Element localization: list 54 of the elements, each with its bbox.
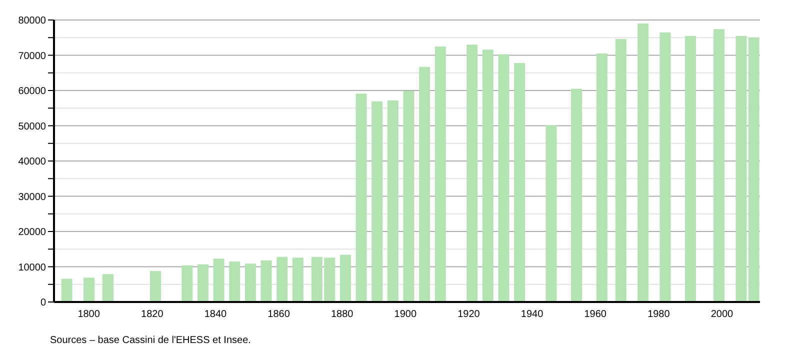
bar <box>83 278 94 302</box>
bar <box>419 66 430 302</box>
bar <box>596 53 608 302</box>
x-tick-label: 1960 <box>584 309 607 320</box>
bar <box>372 101 383 302</box>
y-tick-label: 50000 <box>18 121 46 132</box>
bar <box>244 264 256 302</box>
source-note: Sources – base Cassini de l'EHESS et Insee. <box>50 335 251 346</box>
bar <box>61 278 72 302</box>
x-tick-label: 1820 <box>141 309 164 320</box>
y-tick-label: 20000 <box>18 227 46 238</box>
x-tick-label: 1880 <box>330 309 354 320</box>
bar <box>197 264 208 302</box>
x-tick-label: 2000 <box>710 309 734 320</box>
bar <box>260 260 272 302</box>
bar <box>571 88 582 302</box>
bar <box>514 63 526 302</box>
bar <box>615 39 626 302</box>
bar <box>685 36 696 302</box>
bar <box>182 265 193 302</box>
bar <box>498 54 510 302</box>
bar <box>102 274 114 302</box>
x-tick-label: 1940 <box>520 309 544 320</box>
x-tick-label: 1980 <box>648 309 670 320</box>
bar <box>466 44 478 302</box>
bar <box>434 46 446 302</box>
bar <box>213 258 224 302</box>
x-tick-label: 1800 <box>78 309 100 320</box>
y-tick-label: 70000 <box>18 50 46 62</box>
bar <box>340 254 351 302</box>
bar <box>546 125 557 302</box>
x-tick-label: 1860 <box>268 309 290 320</box>
bar <box>150 270 161 302</box>
bar <box>748 38 760 302</box>
y-tick-label: 10000 <box>18 262 46 274</box>
x-tick-label: 1920 <box>458 309 480 320</box>
x-tick-label: 1840 <box>204 309 228 320</box>
y-tick-label: 40000 <box>18 156 46 168</box>
bar <box>482 50 494 302</box>
bar <box>387 100 398 302</box>
y-tick-label: 30000 <box>18 192 46 203</box>
y-tick-label: 60000 <box>18 86 46 98</box>
bar <box>638 24 649 302</box>
bar <box>714 29 725 302</box>
y-tick-label: 80000 <box>18 16 46 27</box>
bar <box>356 94 367 302</box>
y-tick-label: 0 <box>40 298 46 309</box>
bar <box>229 261 240 302</box>
bar <box>736 36 747 302</box>
bar <box>660 32 671 302</box>
bar <box>403 90 414 302</box>
bar <box>292 258 304 302</box>
x-tick-label: 1900 <box>394 309 417 320</box>
bar <box>276 256 288 302</box>
